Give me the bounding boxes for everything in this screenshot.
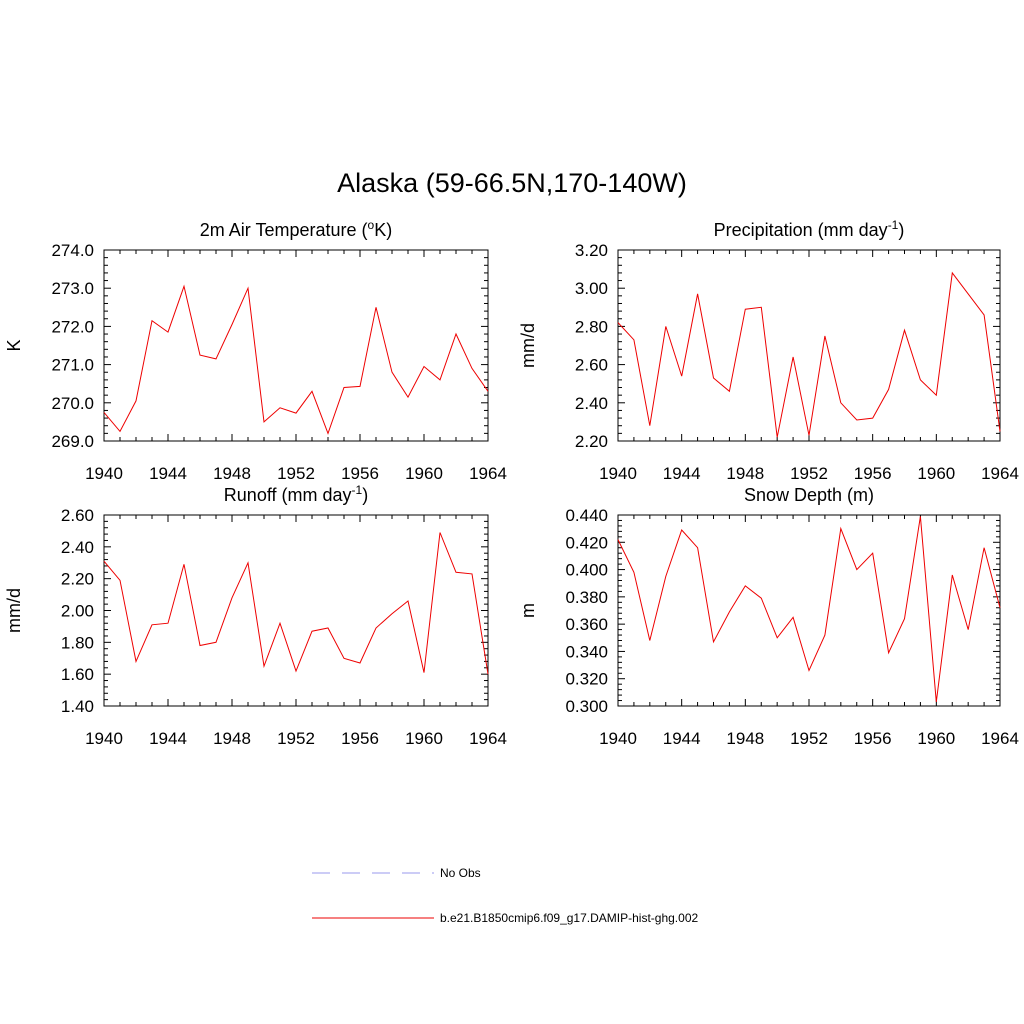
x-tick-label: 1964 [981, 729, 1019, 748]
panel-title: Precipitation (mm day-1) [714, 218, 905, 240]
y-tick-label: 0.360 [565, 615, 608, 634]
panel-1: 1940 1944 1948 1952 1956 1960 1964 269.0 270.0 27… [4, 218, 507, 483]
y-tick-label: 274.0 [51, 241, 94, 260]
x-tick-label: 1960 [405, 464, 443, 483]
y-tick-label: 0.400 [565, 561, 608, 580]
panel-title-superscript: o [368, 218, 375, 232]
y-tick-label: 271.0 [51, 356, 94, 375]
panel-title-suffix: ) [362, 485, 368, 505]
panel-title: 2m Air Temperature (oK) [200, 218, 392, 240]
y-tick-label: 3.20 [575, 241, 608, 260]
y-axis-label: K [4, 339, 24, 351]
y-tick-label: 0.420 [565, 533, 608, 552]
panel-title-text: 2m Air Temperature ( [200, 220, 368, 240]
y-tick-label: 2.00 [61, 602, 94, 621]
series-line [617, 516, 1001, 702]
x-tick-label: 1960 [405, 729, 443, 748]
plot-frame [103, 514, 489, 707]
y-tick-label: 270.0 [51, 394, 94, 413]
y-tick-label: 0.440 [565, 506, 608, 525]
y-tick-label: 2.20 [575, 432, 608, 451]
x-tick-label: 1952 [790, 464, 828, 483]
x-tick-label: 1948 [726, 464, 764, 483]
panel-title-suffix: ) [898, 220, 904, 240]
y-tick-label: 272.0 [51, 317, 94, 336]
main-title: Alaska (59-66.5N,170-140W) [337, 168, 687, 198]
x-tick-label: 1944 [663, 464, 701, 483]
x-tick-label: 1948 [213, 464, 251, 483]
series-line [103, 284, 489, 435]
plot-frame [617, 514, 1001, 707]
x-tick-label: 1964 [981, 464, 1019, 483]
x-tick-label: 1960 [917, 729, 955, 748]
y-tick-label: 2.60 [575, 356, 608, 375]
x-tick-label: 1956 [341, 729, 379, 748]
y-tick-label: 3.00 [575, 279, 608, 298]
x-tick-label: 1952 [790, 729, 828, 748]
y-tick-label: 1.60 [61, 665, 94, 684]
x-tick-label: 1964 [469, 464, 507, 483]
y-axis-label: m [518, 603, 538, 618]
x-tick-label: 1940 [85, 729, 123, 748]
y-tick-label: 1.80 [61, 633, 94, 652]
y-axis-label: mm/d [4, 588, 24, 633]
panel-4: 1940 1944 1948 1952 1956 1960 1964 0.300 0.320 0.… [518, 485, 1019, 748]
series-line [617, 271, 1001, 438]
y-tick-label: 2.40 [61, 538, 94, 557]
y-axis-label: mm/d [518, 323, 538, 368]
x-tick-label: 1944 [149, 729, 187, 748]
x-tick-label: 1952 [277, 464, 315, 483]
x-tick-label: 1940 [599, 464, 637, 483]
x-tick-label: 1944 [149, 464, 187, 483]
x-tick-label: 1956 [854, 464, 892, 483]
legend-label-2: b.e21.B1850cmip6.f09_g17.DAMIP-hist-ghg.… [440, 911, 698, 925]
y-tick-label: 0.320 [565, 670, 608, 689]
x-tick-label: 1960 [917, 464, 955, 483]
x-tick-label: 1948 [726, 729, 764, 748]
y-tick-label: 269.0 [51, 432, 94, 451]
legend-label-1: No Obs [440, 866, 481, 880]
y-tick-label: 1.40 [61, 697, 94, 716]
x-tick-label: 1956 [341, 464, 379, 483]
y-tick-label: 2.60 [61, 506, 94, 525]
panel-title-superscript: -1 [888, 218, 899, 232]
panel-title-superscript: -1 [352, 483, 363, 497]
panel-title-text: Runoff (mm day [224, 485, 352, 505]
panel-title: Snow Depth (m) [744, 485, 874, 505]
y-tick-label: 273.0 [51, 279, 94, 298]
y-tick-label: 0.380 [565, 588, 608, 607]
y-tick-label: 0.300 [565, 697, 608, 716]
panel-2: 1940 1944 1948 1952 1956 1960 1964 2.20 2.40 2.60… [518, 218, 1019, 483]
x-tick-label: 1948 [213, 729, 251, 748]
x-tick-label: 1944 [663, 729, 701, 748]
y-tick-label: 2.80 [575, 317, 608, 336]
panel-3: 1940 1944 1948 1952 1956 1960 1964 1.40 1.60 1.80… [4, 483, 507, 748]
y-tick-label: 2.40 [575, 394, 608, 413]
x-tick-label: 1964 [469, 729, 507, 748]
series-line [103, 532, 489, 675]
x-tick-label: 1956 [854, 729, 892, 748]
y-tick-label: 2.20 [61, 570, 94, 589]
panel-title-text: Precipitation (mm day [714, 220, 888, 240]
panel-title-suffix: K) [374, 220, 392, 240]
x-tick-label: 1940 [85, 464, 123, 483]
x-tick-label: 1952 [277, 729, 315, 748]
panel-title-text: Snow Depth (m) [744, 485, 874, 505]
x-tick-label: 1940 [599, 729, 637, 748]
y-tick-label: 0.340 [565, 642, 608, 661]
panel-title: Runoff (mm day-1) [224, 483, 368, 505]
